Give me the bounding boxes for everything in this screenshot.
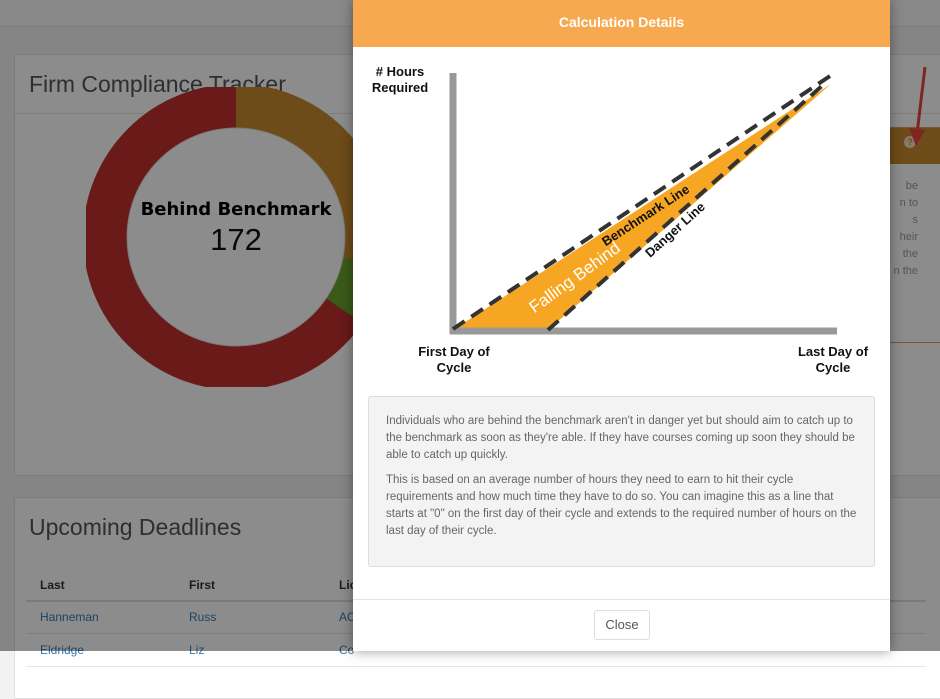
cell-last[interactable]: Hanneman xyxy=(40,610,99,624)
benchmark-diagram: # Hours Required Benchmark Line Danger L… xyxy=(353,47,890,387)
diagram-svg: # Hours Required Benchmark Line Danger L… xyxy=(372,64,869,375)
modal-title: Calculation Details xyxy=(353,0,890,47)
danger-line xyxy=(546,83,825,332)
side-text-line: n to xyxy=(899,197,918,209)
side-text-line: heir xyxy=(899,231,918,243)
cell-first[interactable]: Russ xyxy=(189,610,217,624)
falling-behind-area xyxy=(453,84,831,330)
donut-label: Behind Benchmark xyxy=(140,199,332,220)
side-text-line: s xyxy=(912,214,919,226)
description-paragraph: Individuals who are behind the benchmark… xyxy=(386,415,855,461)
cell-license[interactable]: AC xyxy=(339,610,356,624)
side-info-panel: ? be n to s heir the n the xyxy=(887,127,940,343)
calculation-details-modal: Calculation Details # Hours Required Ben… xyxy=(353,0,890,651)
x-axis-start-label: Cycle xyxy=(437,360,472,375)
side-panel-text: be n to s heir the n the xyxy=(888,178,940,280)
modal-footer: Close xyxy=(353,599,890,651)
close-button[interactable]: Close xyxy=(594,610,650,640)
donut-center: Behind Benchmark 172 xyxy=(86,199,386,258)
donut-value: 172 xyxy=(210,222,262,257)
y-axis-label: Required xyxy=(372,80,428,95)
question-icon[interactable]: ? xyxy=(904,136,916,148)
x-axis-end-label: Cycle xyxy=(816,360,851,375)
y-axis-label: # Hours xyxy=(376,64,424,79)
side-text-line: be xyxy=(905,180,918,192)
side-text-line: n the xyxy=(893,265,918,277)
description-paragraph: This is based on an average number of ho… xyxy=(386,474,857,537)
column-header-last[interactable]: Last xyxy=(40,578,65,592)
x-axis-end-label: Last Day of xyxy=(798,344,869,359)
column-header-license[interactable]: Lic xyxy=(339,578,357,592)
deadlines-title: Upcoming Deadlines xyxy=(29,514,242,540)
description-box: Individuals who are behind the benchmark… xyxy=(368,396,875,567)
side-text-line: the xyxy=(902,248,918,260)
column-header-first[interactable]: First xyxy=(189,578,216,592)
red-arrow-icon xyxy=(909,66,927,146)
x-axis-start-label: First Day of xyxy=(418,344,490,359)
benchmark-line xyxy=(451,72,835,331)
donut-hole xyxy=(126,127,346,347)
